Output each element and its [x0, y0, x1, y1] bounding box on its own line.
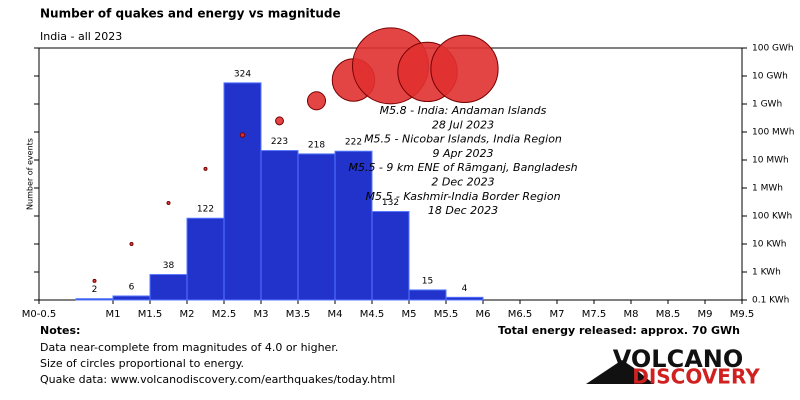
- x-tick-label: M3: [254, 309, 269, 320]
- bar: [297, 153, 336, 301]
- data-label: 223: [271, 137, 288, 147]
- y2-tick-label: 1 KWh: [752, 268, 781, 278]
- energy-circle: [239, 132, 246, 138]
- x-tick-label: M7.5: [582, 309, 607, 320]
- notes-title: Notes:: [40, 324, 80, 337]
- data-label: 218: [308, 140, 325, 150]
- x-tick-label: M4.5: [360, 309, 385, 320]
- x-tick-label: M2: [180, 309, 195, 320]
- total-energy: Total energy released: approx. 70 GWh: [498, 324, 740, 337]
- x-tick-label: M6.5: [508, 309, 533, 320]
- x-tick-label: M9.5: [730, 309, 755, 320]
- y2-tick-label: 1 GWh: [752, 100, 782, 110]
- bar: [334, 150, 373, 301]
- energy-circle: [430, 34, 499, 103]
- annotation: M5.5 - 9 km ENE of Rāmganj, Bangladesh: [348, 161, 577, 174]
- x-tick-label: M9: [698, 309, 713, 320]
- energy-circle: [306, 91, 327, 111]
- y2-tick-label: 100 KWh: [752, 212, 792, 222]
- annotation: M5.5 - Kashmir-India Border Region: [365, 190, 560, 203]
- annotation: 18 Dec 2023: [428, 204, 498, 217]
- annotation: 9 Apr 2023: [432, 147, 493, 160]
- logo-text: DISCOVERY: [632, 365, 760, 389]
- data-label: 132: [382, 198, 399, 208]
- y2-tick-label: 0.1 KWh: [752, 296, 789, 306]
- y2-tick-label: 10 KWh: [752, 240, 787, 250]
- bar: [408, 289, 447, 301]
- x-tick-label: M8.5: [656, 309, 681, 320]
- annotation: 28 Jul 2023: [432, 118, 494, 131]
- y2-tick-label: 100 GWh: [752, 44, 794, 54]
- x-tick-label: M1.5: [138, 309, 163, 320]
- x-tick-label: M4: [328, 309, 343, 320]
- annotation: 2 Dec 2023: [431, 176, 494, 189]
- x-tick-label: M1: [106, 309, 121, 320]
- x-tick-label: M2.5: [212, 309, 237, 320]
- energy-circle: [166, 201, 171, 206]
- bar: [223, 82, 262, 301]
- x-tick-label: M5.5: [434, 309, 459, 320]
- data-label: 38: [163, 261, 175, 271]
- data-label: 15: [422, 276, 433, 286]
- data-label: 6: [129, 282, 135, 292]
- energy-circle: [129, 242, 134, 246]
- y2-tick-label: 100 MWh: [752, 128, 794, 138]
- chart-subtitle: India - all 2023: [40, 30, 122, 43]
- y2-tick-label: 10 GWh: [752, 72, 788, 82]
- y2-tick-label: 10 MWh: [752, 156, 789, 166]
- note: Quake data: www.volcanodiscovery.com/ear…: [40, 373, 395, 386]
- bar: [445, 296, 484, 301]
- bar: [186, 217, 225, 301]
- energy-circle: [275, 116, 284, 126]
- bar: [260, 150, 299, 301]
- data-label: 122: [197, 205, 214, 215]
- note: Size of circles proportional to energy.: [40, 357, 244, 370]
- x-tick-label: M3.5: [286, 309, 311, 320]
- note: Data near-complete from magnitudes of 4.…: [40, 341, 338, 354]
- x-tick-label: M8: [624, 309, 639, 320]
- energy-circle: [203, 166, 208, 171]
- data-label: 4: [462, 284, 468, 294]
- data-label: 222: [345, 138, 362, 148]
- bar: [149, 274, 188, 301]
- x-tick-label: M0-0.5: [22, 309, 57, 320]
- x-tick-label: M6: [476, 309, 491, 320]
- x-tick-label: M5: [402, 309, 417, 320]
- bar: [112, 295, 151, 301]
- y2-tick-label: 1 MWh: [752, 184, 783, 194]
- data-label: 324: [234, 69, 251, 79]
- annotation: M5.5 - Nicobar Islands, India Region: [364, 133, 562, 146]
- annotation: M5.8 - India: Andaman Islands: [380, 104, 547, 117]
- x-tick-label: M7: [550, 309, 565, 320]
- energy-circle: [92, 278, 97, 283]
- bar: [371, 211, 410, 301]
- y-axis-label: Number of events: [26, 138, 35, 210]
- bar: [75, 298, 114, 301]
- logo-mountain: [586, 360, 654, 384]
- logo-text: VOLCANO: [613, 345, 744, 373]
- chart-title: Number of quakes and energy vs magnitude: [40, 7, 341, 21]
- data-label: 2: [92, 285, 98, 295]
